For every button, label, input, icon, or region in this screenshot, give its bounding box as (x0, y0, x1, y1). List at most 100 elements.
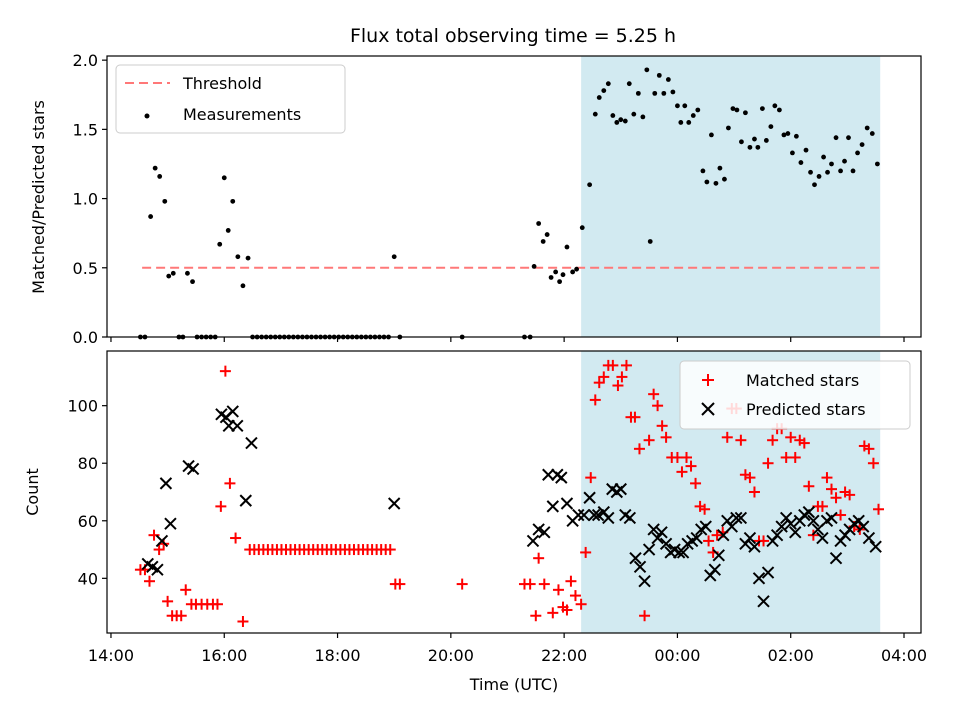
bottom-y-tick-label: 60 (78, 512, 98, 531)
predicted-star-point (245, 436, 258, 450)
measurement-point (605, 81, 611, 87)
measurement-point (531, 264, 537, 269)
predicted-star-point (825, 511, 838, 525)
matched-star-point (456, 578, 468, 590)
measurement-point (652, 90, 658, 96)
bottom-legend: Matched stars Predicted stars (679, 360, 911, 430)
measurement-point (763, 138, 769, 143)
predicted-star-point (730, 511, 743, 525)
matched-star-point (676, 466, 688, 478)
predicted-star-point (602, 511, 615, 525)
matched-star-point (830, 492, 842, 504)
matched-star-point (384, 544, 396, 556)
measurement-point (798, 160, 804, 165)
legend-matched-label: Matched stars (746, 371, 859, 390)
predicted-star-point (784, 517, 797, 530)
top-y-tick-label: 1.0 (73, 190, 98, 209)
matched-star-point (143, 575, 155, 587)
top-shaded-region (581, 56, 881, 337)
matched-star-point (844, 489, 856, 501)
predicted-star-point (642, 543, 656, 556)
predicted-star-point (538, 526, 551, 539)
bottom-x-tick-label: 18:00 (314, 646, 360, 665)
predicted-star-point (712, 549, 725, 562)
measurement-point (240, 283, 246, 289)
measurement-point (622, 118, 628, 124)
matched-star-point (620, 359, 632, 371)
matched-star-point (224, 477, 236, 489)
measurement-point (682, 103, 688, 109)
measurement-point (829, 161, 834, 167)
matched-star-point (680, 451, 692, 463)
matched-star-point (735, 434, 747, 446)
predicted-star-point (757, 595, 770, 608)
matched-star-point (585, 472, 597, 484)
measurement-point (869, 131, 875, 136)
matched-star-point (685, 460, 697, 472)
bottom-y-tick-label: 40 (78, 569, 98, 588)
matched-star-point (660, 431, 672, 443)
predicted-star-point (560, 497, 574, 510)
top-y-axis-label: Matched/Predicted stars (29, 100, 48, 294)
measurement-point (152, 165, 158, 171)
measurement-point (592, 111, 598, 117)
matched-stars-points (134, 359, 885, 627)
measurement-point (544, 232, 550, 237)
predicted-star-point (186, 462, 200, 476)
bottom-y-tick-label: 80 (78, 454, 98, 473)
legend-measurements-swatch (144, 113, 150, 119)
matched-star-point (612, 380, 624, 392)
predicted-star-point (708, 563, 722, 576)
predicted-star-point (651, 531, 664, 545)
predicted-star-point (572, 508, 585, 522)
measurement-point (635, 90, 641, 96)
measurement-point (560, 272, 566, 278)
matched-star-point (552, 584, 564, 596)
measurement-point (670, 89, 676, 95)
predicted-star-point (151, 563, 164, 576)
matched-star-point (699, 503, 711, 515)
matched-star-point (219, 365, 231, 377)
measurement-point (540, 239, 546, 244)
measurement-point (162, 198, 168, 204)
measurement-point (808, 169, 813, 175)
measurement-point (752, 136, 757, 142)
matched-star-point (616, 371, 628, 383)
predicted-star-point (546, 500, 560, 513)
matched-star-point (180, 584, 192, 596)
top-legend: Threshold Measurements (115, 64, 346, 134)
measurements-points (138, 67, 880, 340)
measurement-point (739, 139, 744, 145)
measurement-point (644, 67, 650, 73)
measurement-point (850, 168, 856, 174)
measurement-point (722, 176, 727, 182)
predicted-star-point (638, 574, 651, 588)
predicted-star-point (829, 551, 843, 565)
matched-star-point (798, 437, 810, 449)
predicted-star-point (816, 531, 829, 545)
predicted-star-point (802, 505, 816, 519)
matched-star-point (652, 400, 664, 412)
predicted-star-point (734, 511, 748, 525)
bottom-x-tick-label: 22:00 (541, 646, 587, 665)
predicted-star-point (226, 405, 239, 418)
measurement-point (217, 241, 223, 247)
predicted-star-point (155, 534, 169, 548)
bottom-x-tick-label: 20:00 (428, 646, 474, 665)
matched-star-point (530, 610, 542, 622)
predicted-star-point (789, 526, 802, 539)
measurement-point (596, 95, 602, 100)
measurement-point (170, 270, 176, 276)
measurement-point (678, 120, 684, 125)
measurement-point (821, 154, 826, 160)
measurement-point (793, 133, 799, 139)
predicted-star-point (770, 528, 784, 542)
measurement-point (626, 81, 632, 87)
predicted-star-point (164, 517, 177, 530)
matched-star-point (767, 434, 779, 446)
predicted-star-point (577, 508, 591, 522)
measurement-point (640, 114, 646, 120)
predicted-star-point (614, 482, 627, 496)
matched-star-point (575, 598, 587, 610)
bottom-y-ticks: 40 60 80 100 (67, 397, 107, 588)
